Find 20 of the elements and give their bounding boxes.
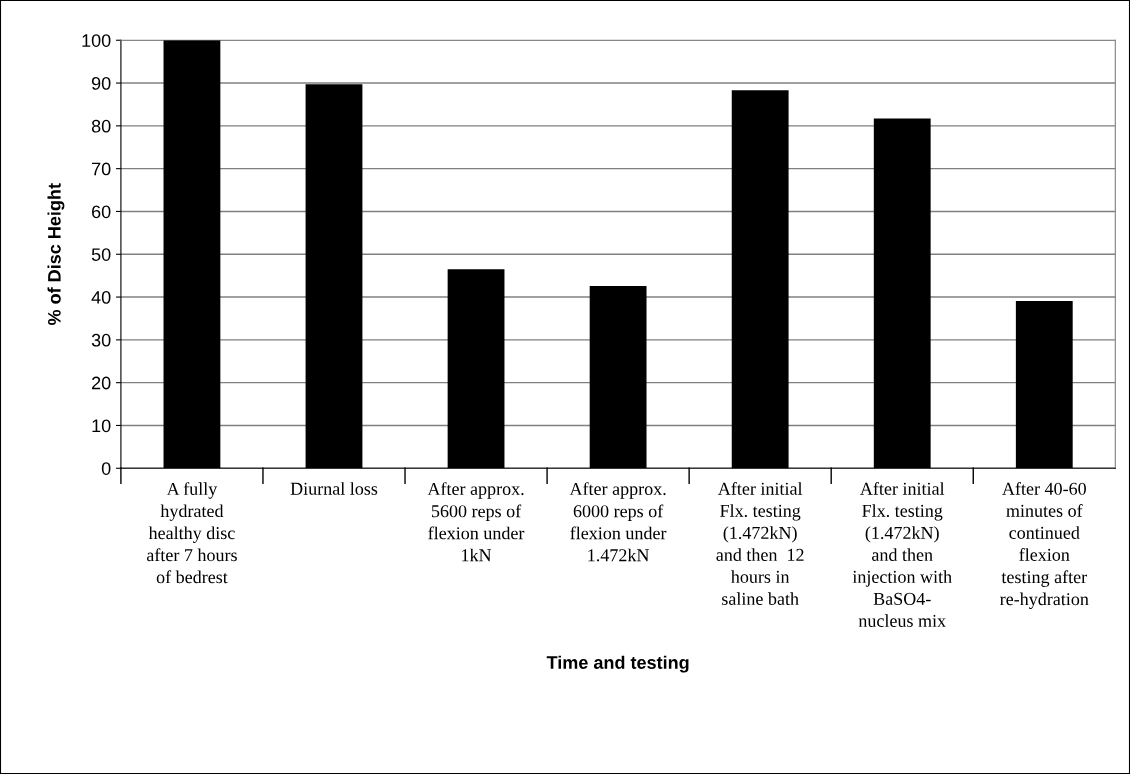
y-tick-label: 0 — [101, 462, 111, 475]
y-tick-label: 70 — [92, 162, 111, 176]
x-axis-title: Time and testing — [546, 655, 689, 673]
y-tick-label: 60 — [92, 205, 111, 219]
x-tick-label: Diurnal loss — [290, 482, 378, 495]
x-tick-label: A fully hydrated healthy disc after 7 hours of bedrest — [146, 482, 237, 584]
x-tick-label: After approx. 6000 reps of flexion under 1.472kN — [569, 482, 667, 562]
y-tick-label: 30 — [91, 333, 111, 347]
y-tick-label: 10 — [92, 419, 111, 433]
y-tick-label: 90 — [91, 76, 111, 90]
y-tick-label: 40 — [91, 291, 111, 304]
x-tick-label: After initial Flx. testing (1.472kN) and then 12 hours in saline bath — [716, 481, 804, 605]
x-tick-label: After 40-60 minutes of continued flexion testing after re-hydration — [1000, 481, 1089, 609]
x-tick-label: After initial Flx. testing (1.472kN) and then injection with BaSO4- nucleus mix — [852, 481, 952, 627]
y-tick-label: 80 — [91, 119, 111, 133]
y-tick-label: 20 — [92, 376, 111, 390]
y-tick-label: 50 — [91, 248, 111, 261]
y-tick-label: 100 — [82, 34, 111, 47]
x-tick-label: After approx. 5600 reps of flexion under 1kN — [427, 482, 525, 562]
y-axis-title: % of Disc Height — [47, 183, 65, 326]
